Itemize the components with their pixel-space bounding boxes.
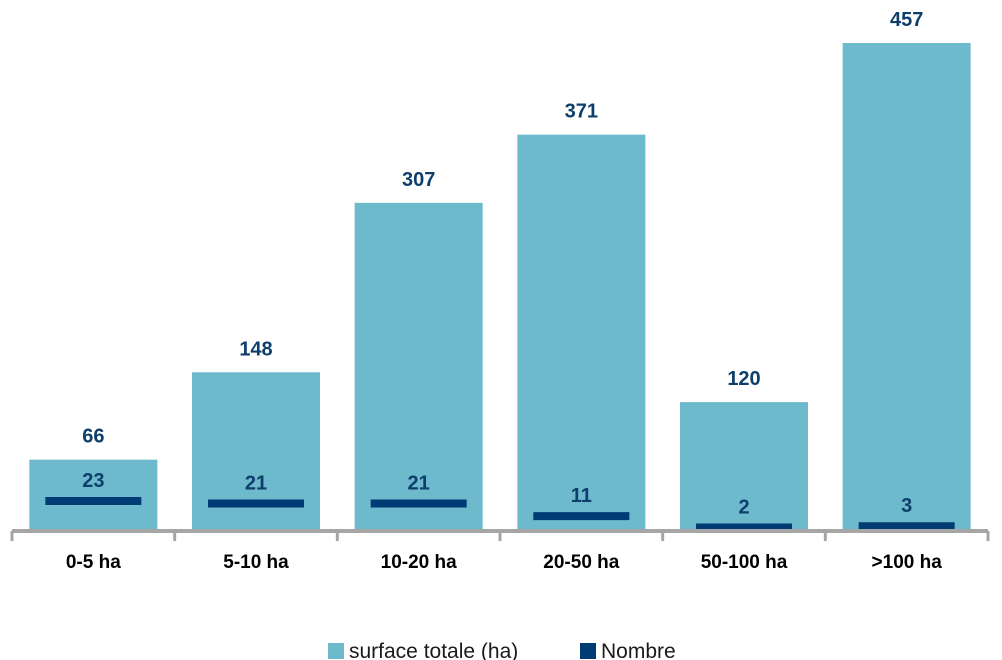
data-label-surface-0-5-ha: 66 [82, 426, 104, 448]
legend-label-surface: surface totale (ha) [349, 640, 518, 660]
bar-surface-10-20-ha [354, 202, 483, 530]
bar-nombre-100-ha [858, 522, 955, 531]
data-label-nombre-10-20-ha: 21 [408, 473, 430, 495]
bar-surface-100-ha [842, 43, 971, 530]
legend: surface totale (ha) Nombre [328, 640, 676, 660]
data-label-surface-5-10-ha: 148 [239, 338, 272, 360]
legend-swatch-surface [328, 643, 344, 659]
data-label-nombre-20-50-ha: 11 [571, 485, 592, 507]
x-tick-label-10-20-ha: 10-20 ha [381, 552, 457, 573]
legend-swatch-nombre [580, 643, 596, 659]
x-tick-label-50-100-ha: 50-100 ha [701, 552, 788, 573]
x-tick-label-100-ha: >100 ha [872, 552, 943, 573]
bar-surface-0-5-ha [29, 459, 158, 530]
x-axis: 0-5 ha 5-10 ha 10-20 ha 20-50 ha 50-100 ha >1… [10, 529, 990, 573]
bar-surface-50-100-ha [680, 402, 808, 530]
bar-nombre-10-20-ha [370, 499, 467, 508]
bar-nombre-50-100-ha [696, 523, 792, 532]
plot-area: 66 23 148 21 307 21 371 11 120 2 457 3 [29, 9, 971, 532]
data-label-surface-20-50-ha: 371 [565, 101, 598, 123]
bar-surface-20-50-ha [517, 134, 646, 530]
data-label-nombre-5-10-ha: 21 [245, 473, 267, 495]
bar-nombre-20-50-ha [533, 512, 630, 521]
x-tick-label-5-10-ha: 5-10 ha [223, 552, 289, 573]
data-label-nombre-0-5-ha: 23 [82, 470, 104, 492]
data-label-nombre-100-ha: 3 [901, 495, 912, 517]
data-label-surface-10-20-ha: 307 [402, 169, 435, 191]
data-label-surface-100-ha: 457 [890, 9, 923, 31]
bar-nombre-0-5-ha [45, 497, 142, 505]
data-label-surface-50-100-ha: 120 [727, 368, 760, 390]
x-tick-label-20-50-ha: 20-50 ha [543, 552, 619, 573]
legend-label-nombre: Nombre [601, 640, 676, 660]
x-tick-label-0-5-ha: 0-5 ha [66, 552, 121, 573]
data-label-nombre-50-100-ha: 2 [738, 496, 749, 518]
bar-nombre-5-10-ha [208, 499, 304, 508]
